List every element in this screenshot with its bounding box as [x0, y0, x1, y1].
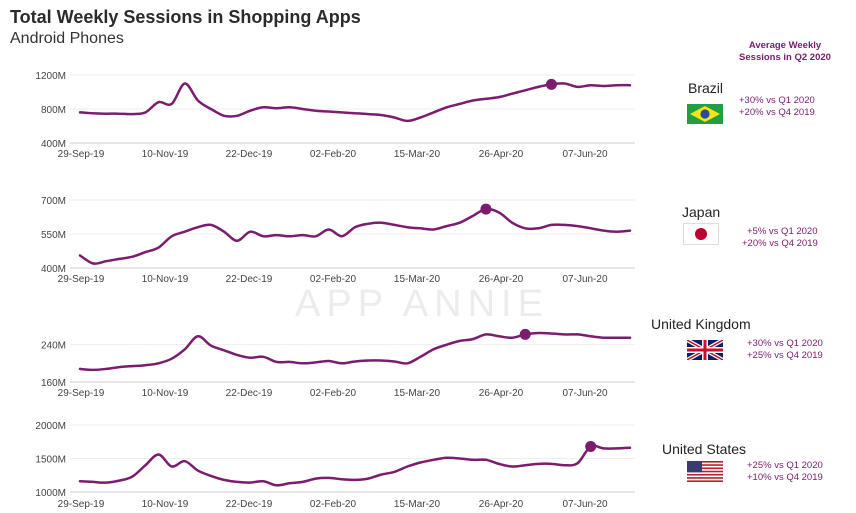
brazil-flag-icon: [687, 104, 723, 124]
brazil-y-tick-label: 1200M: [35, 71, 66, 82]
united-states-x-tick-label: 07-Jun-20: [562, 499, 607, 510]
brazil-x-tick-label: 29-Sep-19: [58, 149, 105, 160]
united-states-series-line: [78, 444, 632, 487]
watermark: APP ANNIE: [295, 283, 549, 325]
united-kingdom-y-tick-label: 160M: [41, 378, 66, 389]
brazil-peak-marker: [545, 78, 557, 90]
united-kingdom-x-tick-label: 02-Feb-20: [310, 388, 357, 399]
brazil-x-tick-label: 02-Feb-20: [310, 149, 357, 160]
united-states-y-tick-label: 1500M: [35, 455, 66, 466]
brazil-stat-q1: +30% vs Q1 2020: [739, 95, 815, 106]
brazil-series-line: [78, 82, 632, 123]
united-states-y-tick-label: 2000M: [35, 421, 66, 432]
united-kingdom-x-tick-label: 29-Sep-19: [58, 388, 105, 399]
average-header-line1: Average Weekly: [748, 40, 822, 51]
japan-stat-q1: +5% vs Q1 2020: [747, 226, 818, 237]
japan-x-tick-label: 10-Nov-19: [142, 274, 189, 285]
united-states-x-tick-label: 10-Nov-19: [142, 499, 189, 510]
united-states-x-tick-label: 26-Apr-20: [479, 499, 524, 510]
country-label-brazil: Brazil: [688, 80, 724, 96]
japan-x-tick-label: 29-Sep-19: [58, 274, 105, 285]
brazil-x-tick-label: 22-Dec-19: [226, 149, 273, 160]
japan-y-tick-label: 700M: [41, 196, 66, 207]
japan-flag-icon: [683, 223, 719, 245]
united-states-x-tick-label: 15-Mar-20: [394, 499, 441, 510]
united-kingdom-y-tick-label: 240M: [41, 341, 66, 352]
japan-y-tick-label: 550M: [41, 230, 66, 241]
japan-x-tick-label: 07-Jun-20: [562, 274, 607, 285]
japan-x-tick-label: 02-Feb-20: [310, 274, 357, 285]
country-label-japan: Japan: [682, 204, 721, 220]
uk-stat-q1: +30% vs Q1 2020: [747, 338, 823, 349]
united-states-x-tick-label: 22-Dec-19: [226, 499, 273, 510]
united-kingdom-x-tick-label: 22-Dec-19: [226, 388, 273, 399]
united-kingdom-x-tick-label: 07-Jun-20: [562, 388, 607, 399]
chart-title: Total Weekly Sessions in Shopping Apps: [10, 7, 361, 27]
brazil-x-tick-label: 26-Apr-20: [479, 149, 524, 160]
average-header-line2: Sessions in Q2 2020: [739, 52, 831, 63]
brazil-stat-q4: +20% vs Q4 2019: [739, 107, 815, 118]
united-states-y-tick-label: 1000M: [35, 488, 66, 499]
brazil-x-tick-label: 07-Jun-20: [562, 149, 607, 160]
brazil-x-tick-label: 10-Nov-19: [142, 149, 189, 160]
brazil-y-tick-label: 400M: [41, 139, 66, 150]
brazil-y-tick-label: 800M: [41, 105, 66, 116]
japan-x-tick-label: 26-Apr-20: [479, 274, 524, 285]
chart-subtitle: Android Phones: [10, 30, 124, 47]
japan-stat-q4: +20% vs Q4 2019: [742, 238, 818, 249]
uk-flag-icon: [687, 340, 723, 360]
united-states-peak-marker: [585, 440, 597, 452]
japan-peak-marker: [480, 203, 492, 215]
country-label-us: United States: [662, 441, 747, 457]
brazil-x-tick-label: 15-Mar-20: [394, 149, 441, 160]
japan-x-tick-label: 15-Mar-20: [394, 274, 441, 285]
us-stat-q4: +10% vs Q4 2019: [747, 472, 823, 483]
united-states-x-tick-label: 29-Sep-19: [58, 499, 105, 510]
united-kingdom-peak-marker: [519, 328, 531, 340]
japan-x-tick-label: 22-Dec-19: [226, 274, 273, 285]
us-stat-q1: +25% vs Q1 2020: [747, 460, 823, 471]
japan-y-tick-label: 400M: [41, 264, 66, 275]
average-sessions-header: Average Weekly Sessions in Q2 2020: [722, 40, 848, 64]
united-kingdom-x-tick-label: 15-Mar-20: [394, 388, 441, 399]
us-flag-icon: [687, 461, 723, 482]
japan-series-line: [78, 207, 632, 265]
united-kingdom-x-tick-label: 26-Apr-20: [479, 388, 524, 399]
united-states-x-tick-label: 02-Feb-20: [310, 499, 357, 510]
country-label-uk: United Kingdom: [651, 316, 751, 332]
united-kingdom-x-tick-label: 10-Nov-19: [142, 388, 189, 399]
united-kingdom-series-line: [78, 331, 632, 372]
uk-stat-q4: +25% vs Q4 2019: [747, 350, 823, 361]
